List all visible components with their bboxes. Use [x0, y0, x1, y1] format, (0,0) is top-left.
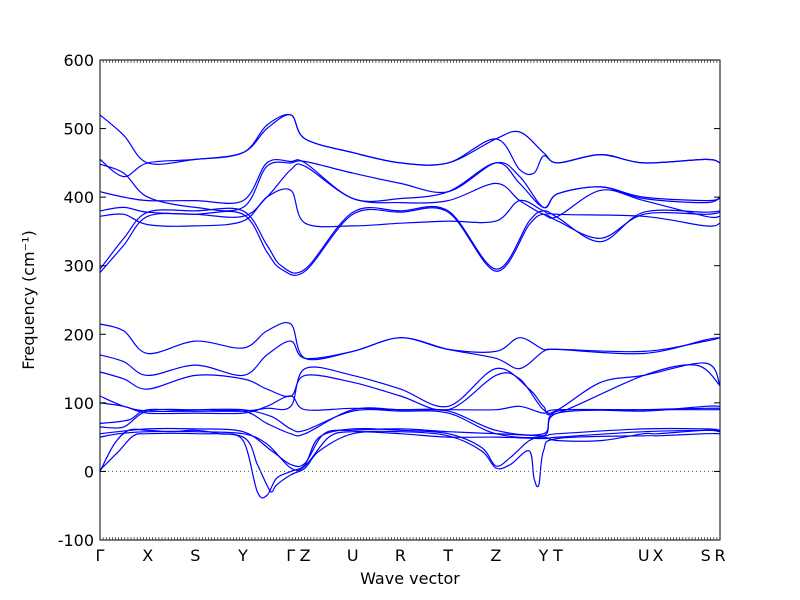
- y-tick-label: 200: [63, 325, 94, 344]
- y-tick-label: 500: [63, 120, 94, 139]
- band-line-16: [99, 158, 721, 209]
- x-tick-label: X: [142, 546, 153, 565]
- band-line-14: [99, 188, 721, 228]
- x-tick-label: Γ: [96, 546, 105, 565]
- y-tick-label: 100: [63, 394, 94, 413]
- x-tick-label: R: [395, 546, 406, 565]
- band-line-17: [99, 160, 721, 212]
- band-line-3: [99, 429, 721, 471]
- band-lines: [99, 113, 721, 499]
- x-tick-label: T: [552, 546, 563, 565]
- band-line-11: [99, 321, 721, 361]
- plot-frame: [99, 59, 721, 541]
- y-tick-label: 300: [63, 257, 94, 276]
- band-line-18: [99, 114, 721, 178]
- x-tick-label: X: [653, 546, 664, 565]
- x-tick-label: U: [638, 546, 650, 565]
- band-line-15: [99, 163, 721, 219]
- x-tick-label: Z: [300, 546, 311, 565]
- band-line-12: [99, 207, 721, 276]
- y-axis-label: Frequency (cm⁻¹): [19, 230, 38, 369]
- x-tick-label: Y: [237, 546, 248, 565]
- x-tick-label: Γ: [286, 546, 295, 565]
- x-tick-label: U: [347, 546, 359, 565]
- x-tick-label: R: [714, 546, 725, 565]
- y-tick-label: 0: [84, 462, 94, 481]
- band-line-8: [99, 364, 721, 416]
- y-tick-labels: -100 0 100 200 300 400 500 600: [58, 51, 94, 550]
- band-line-9: [99, 362, 721, 414]
- y-tick-label: -100: [58, 531, 94, 550]
- axis-ticks: [99, 59, 720, 541]
- x-tick-label: Z: [490, 546, 501, 565]
- x-tick-label: T: [442, 546, 453, 565]
- x-tick-label: Y: [538, 546, 549, 565]
- x-tick-label: S: [190, 546, 200, 565]
- band-line-10: [99, 337, 721, 377]
- band-line-2: [99, 430, 721, 493]
- y-tick-label: 400: [63, 188, 94, 207]
- band-line-13: [99, 205, 721, 274]
- band-line-4: [99, 427, 721, 468]
- band-line-1: [99, 427, 721, 499]
- x-tick-label: S: [701, 546, 711, 565]
- x-axis-label: Wave vector: [360, 569, 460, 588]
- band-line-7: [99, 395, 720, 415]
- y-tick-label: 600: [63, 51, 94, 70]
- band-line-19: [99, 113, 721, 176]
